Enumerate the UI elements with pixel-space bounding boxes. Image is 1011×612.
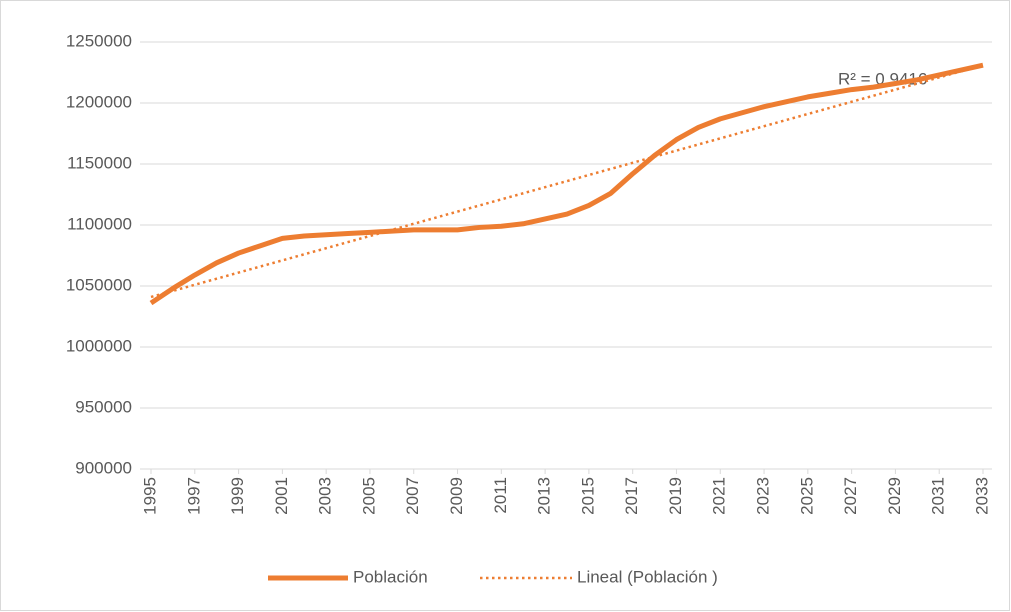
y-tick-label: 1200000 [66,92,132,111]
y-tick-label: 1050000 [66,275,132,294]
y-tick-label: 1250000 [66,31,132,50]
x-tick-label: 2021 [710,477,729,515]
y-tick-label: 1100000 [67,214,132,233]
x-tick-label: 1999 [228,477,247,515]
x-tick-label: 2007 [403,477,422,515]
x-tick-label: 2013 [535,477,554,515]
x-tick-label: 2005 [359,477,378,515]
data-line [149,62,984,306]
x-tick-label: 2033 [972,477,991,515]
y-tick-label: 1150000 [67,153,132,172]
x-tick-label: 2003 [316,477,335,515]
x-tick-label: 2001 [272,477,291,515]
legend-label: Población [353,567,428,586]
x-tick-label: 2027 [841,477,860,515]
x-tick-label: 2025 [797,477,816,515]
x-tick-label: 2009 [447,477,466,515]
x-tick-label: 2029 [885,477,904,515]
y-tick-label: 900000 [75,458,132,477]
x-tick-label: 1995 [140,477,159,515]
x-tick-label: 2019 [666,477,685,515]
x-tick-label: 2015 [578,477,597,515]
x-tick-label: 2011 [491,477,510,514]
x-tick-label: 1997 [184,477,203,515]
x-tick-label: 2031 [929,477,948,515]
x-tick-label: 2023 [754,477,773,515]
y-tick-label: 950000 [75,397,132,416]
x-tick-label: 2017 [622,477,641,515]
legend-label: Lineal (Población ) [577,567,718,586]
y-tick-label: 1000000 [66,336,132,355]
